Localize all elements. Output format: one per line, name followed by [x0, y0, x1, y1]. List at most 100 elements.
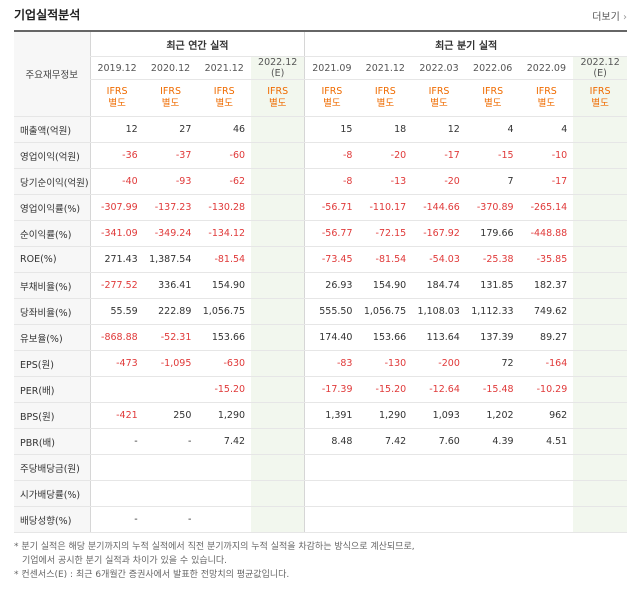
- value-cell: -8: [304, 168, 359, 195]
- report-basis: 별도: [108, 98, 126, 109]
- value-cell: [465, 454, 520, 481]
- period-date: 2022.06: [473, 62, 513, 74]
- value-cell: 555.50: [304, 298, 359, 325]
- value-cell: 113.64: [412, 324, 466, 351]
- value-cell: -134.12: [197, 220, 252, 247]
- period-header: 2020.12: [143, 56, 198, 80]
- value-cell: [143, 454, 198, 481]
- value-cell: 18: [358, 116, 413, 143]
- accounting-standard: IFRS: [321, 86, 343, 97]
- value-cell: [251, 116, 305, 143]
- accounting-standard: IFRS: [106, 86, 128, 97]
- value-cell: -81.54: [197, 246, 252, 273]
- period-date: 2022.09: [526, 62, 567, 74]
- value-cell: [465, 480, 520, 507]
- value-cell: -56.71: [304, 194, 359, 221]
- period-header: 2022.03: [412, 56, 466, 80]
- data-row: EPS(원) -473 -1,095 -630 -83 -130 -200 72 -164: [14, 350, 627, 377]
- value-cell: 4.51: [519, 428, 574, 455]
- value-cell: -10.29: [519, 376, 574, 403]
- value-cell: -1,095: [143, 350, 198, 377]
- value-cell: [573, 350, 627, 377]
- period-date: 2022.03: [419, 62, 459, 74]
- accounting-standard: IFRS: [482, 86, 504, 97]
- value-cell: 4.39: [465, 428, 520, 455]
- value-cell: 72: [465, 350, 520, 377]
- value-cell: -277.52: [89, 272, 144, 299]
- more-link[interactable]: 더보기: [592, 8, 627, 23]
- value-cell: -25.38: [465, 246, 520, 273]
- value-cell: -137.23: [143, 194, 198, 221]
- value-cell: -421: [89, 402, 144, 429]
- group-header: 최근 연간 실적: [89, 30, 305, 57]
- value-cell: -20: [412, 168, 466, 195]
- value-cell: [573, 116, 627, 143]
- value-cell: -200: [412, 350, 466, 377]
- value-cell: [89, 480, 144, 507]
- row-label: 영업이익(억원): [14, 142, 90, 169]
- value-cell: 184.74: [412, 272, 466, 299]
- value-cell: [412, 506, 466, 533]
- period-header: 2022.12 (E): [251, 56, 305, 80]
- value-cell: [573, 298, 627, 325]
- value-cell: -81.54: [358, 246, 413, 273]
- value-cell: -15: [465, 142, 520, 169]
- value-cell: -17.39: [304, 376, 359, 403]
- value-cell: 336.41: [143, 272, 198, 299]
- value-cell: [358, 480, 413, 507]
- value-cell: -73.45: [304, 246, 359, 273]
- row-label: BPS(원): [14, 402, 90, 429]
- value-cell: [573, 506, 627, 533]
- value-cell: 179.66: [465, 220, 520, 247]
- report-basis: 별도: [537, 98, 556, 109]
- value-cell: 7.60: [412, 428, 466, 455]
- accounting-standard: IFRS: [374, 86, 396, 97]
- value-cell: -164: [519, 350, 574, 377]
- row-label: 부채비율(%): [14, 272, 90, 299]
- value-cell: -8: [304, 142, 359, 169]
- value-cell: 137.39: [465, 324, 520, 351]
- report-basis: 별도: [483, 98, 502, 109]
- data-row: 시가배당률(%): [14, 480, 627, 507]
- period-header: 2019.12: [89, 56, 144, 80]
- value-cell: -93: [143, 168, 198, 195]
- data-row: 부채비율(%) -277.52 336.41 154.90 26.93 154.90 184…: [14, 272, 627, 299]
- value-cell: -307.99: [89, 194, 144, 221]
- value-cell: -60: [197, 142, 252, 169]
- value-cell: -868.88: [89, 324, 144, 351]
- value-cell: [519, 454, 574, 481]
- row-label: 시가배당률(%): [14, 480, 90, 507]
- value-cell: [573, 194, 627, 221]
- row-label: 유보율(%): [14, 324, 90, 351]
- header-row: 주요재무정보 최근 연간 실적 최근 분기 실적: [14, 30, 627, 117]
- value-cell: [412, 480, 466, 507]
- row-label: 순이익률(%): [14, 220, 90, 247]
- value-cell: 12: [412, 116, 466, 143]
- value-cell: [573, 480, 627, 507]
- value-cell: -17: [412, 142, 466, 169]
- standard-header: IFRS 별도: [465, 79, 520, 117]
- standard-header: IFRS 별도: [304, 79, 359, 117]
- accounting-standard: IFRS: [589, 86, 611, 97]
- value-cell: [358, 454, 413, 481]
- report-basis: 별도: [376, 98, 395, 109]
- data-row: PER(배) -15.20 -17.39 -15.20 -12.64 -15.48 -10.…: [14, 376, 627, 403]
- value-cell: [304, 454, 359, 481]
- value-cell: 55.59: [89, 298, 144, 325]
- value-cell: -17: [519, 168, 574, 195]
- period-date: 2021.12: [365, 62, 405, 74]
- value-cell: 174.40: [304, 324, 359, 351]
- value-cell: 749.62: [519, 298, 574, 325]
- value-cell: 4: [519, 116, 574, 143]
- accounting-standard: IFRS: [267, 86, 289, 97]
- row-label: 당좌비율(%): [14, 298, 90, 325]
- value-cell: 962: [519, 402, 574, 429]
- value-cell: -54.03: [412, 246, 466, 273]
- value-cell: 12: [89, 116, 144, 143]
- report-basis: 별도: [268, 98, 287, 109]
- value-cell: [89, 376, 144, 403]
- report-basis: 별도: [161, 98, 180, 109]
- row-label: 당기순이익(억원): [14, 168, 90, 195]
- value-cell: 154.90: [358, 272, 413, 299]
- value-cell: 89.27: [519, 324, 574, 351]
